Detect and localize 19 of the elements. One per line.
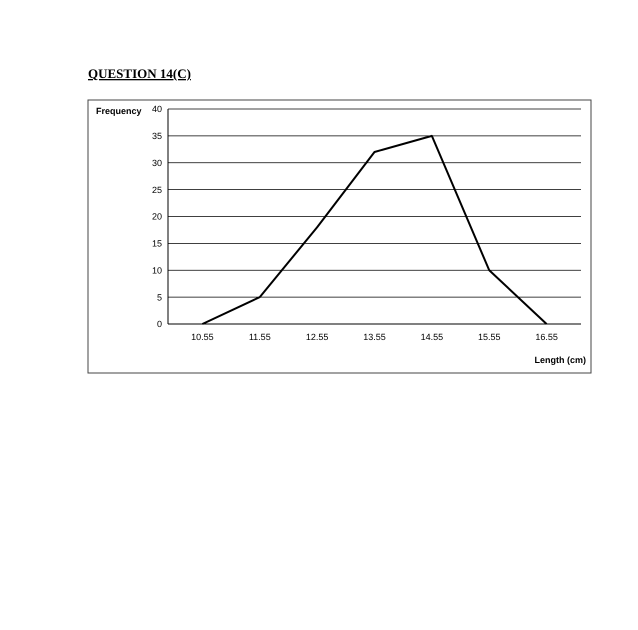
y-tick-label: 10 — [152, 265, 162, 276]
y-tick-label: 0 — [156, 319, 162, 330]
y-tick-label: 35 — [152, 131, 162, 142]
x-tick-label: 15.55 — [478, 332, 500, 342]
y-tick-label: 5 — [156, 292, 162, 302]
chart-title: QUESTION 14(C) — [88, 66, 191, 81]
x-axis-title: Length (cm) — [534, 355, 586, 365]
x-tick-label: 11.55 — [248, 332, 271, 342]
y-tick-label: 20 — [152, 212, 162, 222]
y-tick-label: 25 — [152, 184, 162, 195]
y-axis-title: Frequency — [96, 106, 142, 116]
x-tick-label: 14.55 — [420, 332, 444, 342]
x-tick-label: 10.55 — [191, 332, 214, 342]
y-tick-label: 15 — [152, 238, 162, 249]
x-tick-label: 13.55 — [363, 332, 386, 342]
y-tick-label: 30 — [152, 158, 162, 168]
x-tick-label: 16.55 — [535, 332, 558, 342]
x-tick-label: 12.55 — [306, 332, 328, 342]
y-tick-label: 40 — [152, 104, 162, 114]
